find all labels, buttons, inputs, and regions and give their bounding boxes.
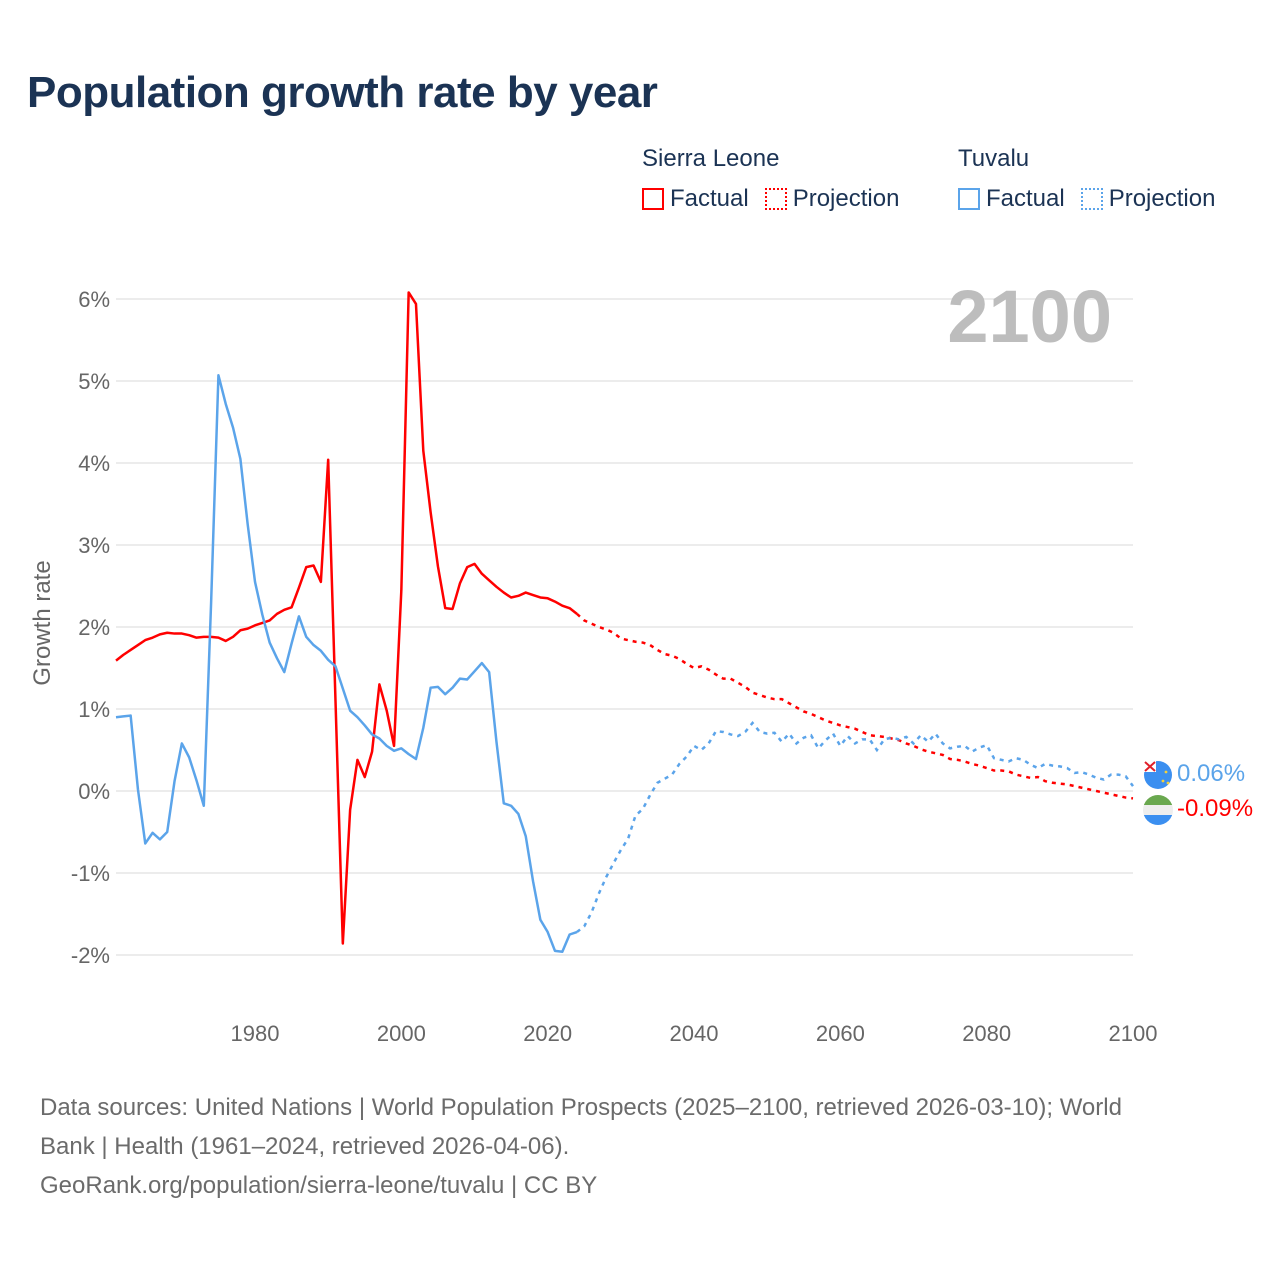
legend-label: Projection [1108, 185, 1216, 212]
legend-sierra-leone: Sierra Leone Factual Projection [642, 145, 899, 213]
y-tick-label: 2% [78, 615, 110, 640]
sierra-leone-end-label: -0.09% [1177, 795, 1253, 822]
tuvalu-projection-line [576, 720, 1135, 934]
legend-label: Factual [986, 185, 1065, 212]
legend-tuvalu: Tuvalu Factual Projection [958, 145, 1215, 213]
x-tick-label: 2040 [670, 1021, 719, 1046]
y-tick-label: 4% [78, 451, 110, 476]
x-tick-label: 1980 [231, 1021, 280, 1046]
x-tick-label: 2000 [377, 1021, 426, 1046]
source-line: Data sources: United Nations | World Pop… [40, 1094, 1122, 1121]
chart-plot: -2% -1% 0% 1% 2% 3% 4% 5% 6% 1980 2000 2020 2040 2060… [29, 275, 1253, 1046]
tuvalu-factual-line [115, 374, 578, 953]
legend-item-projection[interactable]: Projection [764, 185, 900, 213]
legend-item-factual[interactable]: Factual [642, 185, 749, 213]
legend-item-projection[interactable]: Projection [1080, 185, 1216, 213]
solid-swatch-icon [958, 188, 980, 210]
x-tick-label: 2080 [962, 1021, 1011, 1046]
y-tick-label: 3% [78, 533, 110, 558]
solid-swatch-icon [642, 188, 664, 210]
year-watermark: 2100 [947, 275, 1112, 358]
footer: Data sources: United Nations | World Pop… [40, 1088, 1240, 1205]
sierra-leone-factual-line [115, 291, 578, 945]
dotted-swatch-icon [764, 188, 787, 210]
legend-title: Sierra Leone [642, 145, 780, 172]
tuvalu-end-label: 0.06% [1177, 760, 1245, 787]
y-tick-label: -1% [71, 861, 110, 886]
x-tick-label: 2060 [816, 1021, 865, 1046]
y-tick-label: 0% [78, 779, 110, 804]
legend-item-factual[interactable]: Factual [958, 185, 1065, 213]
dotted-swatch-icon [1080, 188, 1103, 210]
legend-label: Projection [792, 185, 900, 212]
source-link[interactable]: GeoRank.org/population/sierra-leone/tuva… [40, 1172, 598, 1199]
sierra-leone-projection-line [576, 612, 1134, 800]
sierra-leone-flag-icon [1143, 795, 1173, 825]
y-tick-label: 5% [78, 369, 110, 394]
x-tick-label: 2100 [1109, 1021, 1158, 1046]
y-tick-label: 6% [78, 287, 110, 312]
tuvalu-flag-icon [1144, 761, 1172, 789]
x-tick-label: 2020 [523, 1021, 572, 1046]
y-tick-label: 1% [78, 697, 110, 722]
source-line: Bank | Health (1961–2024, retrieved 2026… [40, 1133, 570, 1160]
legend-label: Factual [670, 185, 749, 212]
legend-title: Tuvalu [958, 145, 1030, 172]
y-axis-label: Growth rate [29, 560, 56, 685]
chart-title: Population growth rate by year [27, 68, 658, 117]
y-tick-label: -2% [71, 943, 110, 968]
